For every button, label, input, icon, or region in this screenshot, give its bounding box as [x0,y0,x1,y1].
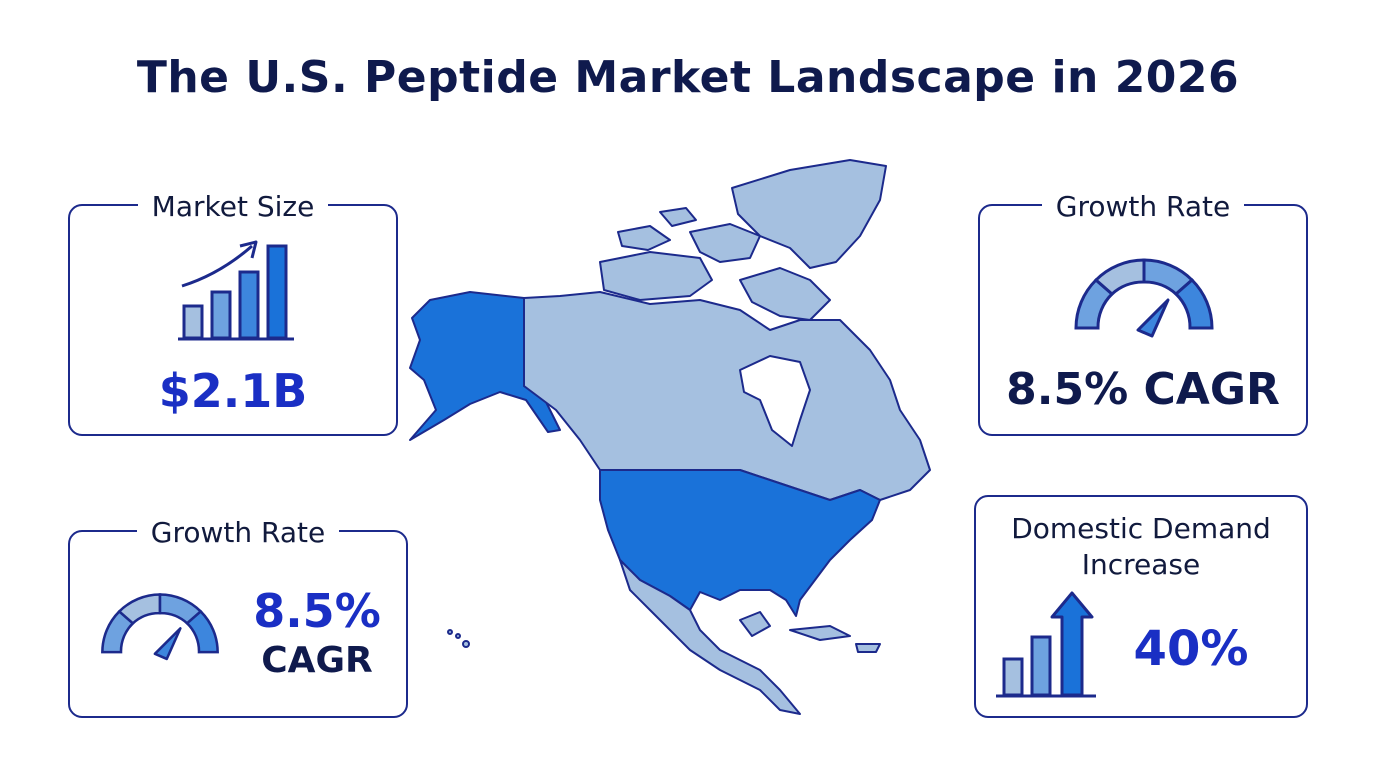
growth-rate-top-label: Growth Rate [1041,190,1245,223]
yucatan-shape [739,611,771,637]
page-title: The U.S. Peptide Market Landscape in 202… [136,52,1240,103]
arctic-island-shape [689,223,761,263]
arctic-island-shape [617,225,671,251]
bar-chart-up-arrow-icon [996,591,1096,698]
canada-shape [523,291,931,501]
gauge-icon [1074,258,1214,338]
market-size-value: $2.1B [158,364,308,418]
hawaii-island-shape [455,633,461,639]
domestic-demand-value: 40% [1133,621,1249,677]
gauge-icon [101,593,219,661]
domestic-demand-card: Domestic Demand Increase 40% [974,495,1308,718]
growth-rate-card-bottom: Growth Rate 8.5% CAGR [68,516,408,718]
growth-rate-bottom-label: Growth Rate [136,516,340,549]
growth-rate-top-value: 8.5% CAGR [1006,364,1280,415]
bar-chart-growth-icon [178,240,294,341]
growth-rate-bottom-value-percent: 8.5% [253,584,381,638]
growth-rate-card-top: Growth Rate 8.5% CAGR [978,190,1308,436]
growth-rate-bottom-value-cagr: CAGR [261,640,373,681]
market-size-card: Market Size $2.1B [68,190,398,436]
domestic-demand-label-line2: Increase [1081,548,1201,581]
greenland-shape [731,159,887,269]
market-size-label: Market Size [137,190,329,223]
hawaii-island-shape [462,640,470,648]
domestic-demand-label-line1: Domestic Demand [1011,512,1271,545]
hispaniola-shape [855,643,881,653]
north-america-map-icon [409,159,931,715]
cuba-shape [789,625,851,641]
arctic-island-shape [599,251,713,301]
hawaii-island-shape [447,629,453,635]
baffin-island-shape [739,267,831,321]
mexico-shape [619,559,801,715]
hudson-bay-shape [739,355,811,447]
arctic-island-shape [659,207,697,227]
